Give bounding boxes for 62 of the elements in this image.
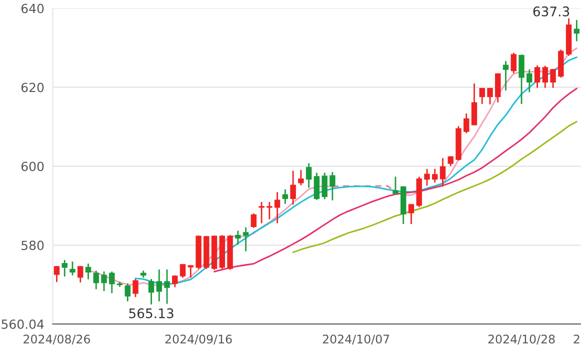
candlestick bbox=[101, 271, 107, 292]
candlestick bbox=[487, 88, 493, 105]
candlestick bbox=[116, 282, 123, 287]
candlestick bbox=[526, 69, 532, 92]
candlestick bbox=[518, 54, 524, 104]
candlestick bbox=[188, 265, 194, 278]
candlestick bbox=[479, 88, 485, 104]
candlestick bbox=[510, 52, 516, 74]
candlestick bbox=[495, 73, 501, 103]
y-tick-label: 580 bbox=[22, 240, 44, 250]
candlestick bbox=[290, 170, 296, 205]
candlestick bbox=[392, 176, 398, 195]
candlestick bbox=[542, 66, 548, 88]
candlestick bbox=[306, 163, 312, 188]
candlestick bbox=[440, 158, 446, 187]
candlestick bbox=[180, 264, 186, 278]
candlestick bbox=[78, 266, 84, 283]
candlestick bbox=[148, 278, 154, 305]
candlestick bbox=[408, 204, 414, 224]
candlestick bbox=[124, 283, 130, 302]
candlestick bbox=[298, 170, 304, 186]
candlestick bbox=[62, 260, 68, 277]
candlestick bbox=[85, 263, 92, 280]
candlestick bbox=[235, 230, 241, 245]
candlestick bbox=[471, 83, 478, 126]
candlestick bbox=[534, 65, 540, 88]
candlestick bbox=[109, 271, 115, 294]
y-tick-label: 620 bbox=[21, 82, 44, 92]
line-series bbox=[292, 120, 578, 254]
candlestick bbox=[464, 113, 470, 134]
candlestick bbox=[242, 227, 249, 252]
y-tick-label: 560.04 bbox=[2, 319, 44, 329]
candlestick bbox=[54, 266, 60, 282]
x-tick-label: 2024/08/26 bbox=[24, 334, 90, 344]
y-tick-label: 600 bbox=[21, 162, 44, 172]
candlestick bbox=[330, 172, 336, 200]
candlestick bbox=[322, 172, 328, 200]
line-series bbox=[214, 88, 578, 272]
candlestick bbox=[314, 172, 320, 200]
candlestick bbox=[424, 168, 430, 186]
candlestick bbox=[274, 192, 280, 224]
candlestick bbox=[93, 270, 99, 290]
candlestick bbox=[172, 275, 178, 288]
x-tick-label: 2024/09/16 bbox=[165, 334, 232, 344]
candlestick bbox=[250, 213, 257, 228]
candlestick bbox=[266, 202, 272, 220]
candlestick bbox=[282, 189, 288, 204]
x-tick-label: 2 bbox=[574, 334, 580, 344]
candlestick bbox=[132, 278, 138, 298]
candlestick bbox=[502, 60, 509, 91]
candlestick bbox=[70, 261, 76, 276]
candlestick bbox=[550, 68, 556, 88]
x-tick-label: 2024/10/07 bbox=[322, 334, 390, 344]
annotation: 637.3 bbox=[533, 6, 570, 16]
candlestick bbox=[574, 20, 580, 42]
candlestick bbox=[432, 168, 438, 183]
y-tick-label: 640 bbox=[21, 4, 44, 14]
x-tick-label: 2024/10/28 bbox=[488, 334, 555, 344]
candlestick bbox=[258, 202, 264, 224]
candlestick bbox=[156, 269, 162, 302]
annotation: 565.13 bbox=[129, 308, 174, 318]
candlestick bbox=[164, 269, 170, 304]
